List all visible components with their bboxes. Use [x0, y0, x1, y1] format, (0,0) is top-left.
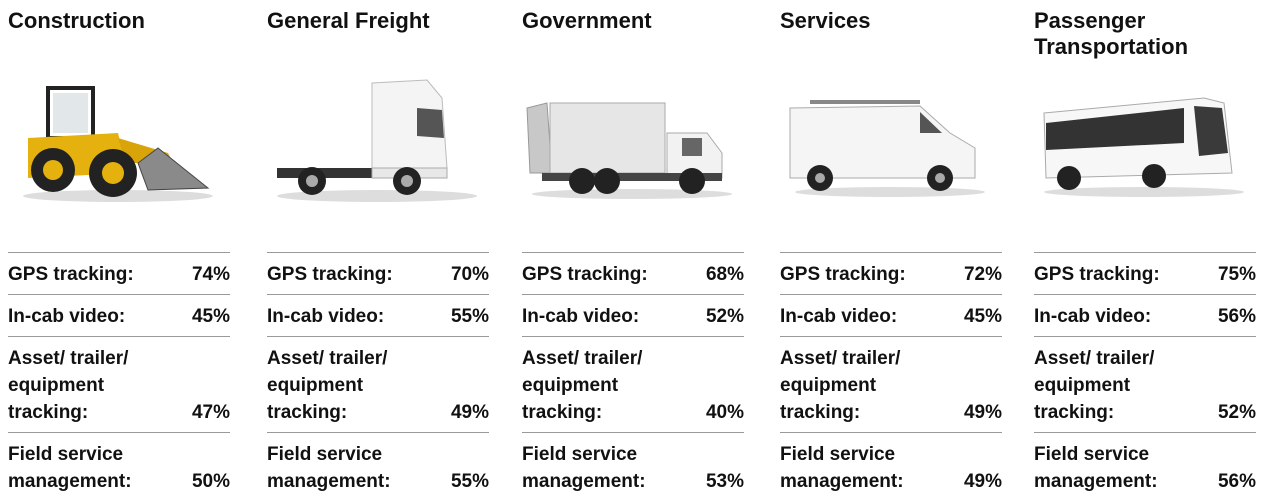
- stat-value: 50%: [192, 468, 230, 495]
- stat-value: 40%: [706, 399, 744, 426]
- stat-label: Field service management:: [1034, 441, 1184, 495]
- stat-row: In-cab video: 52%: [522, 295, 744, 337]
- segment-column: Services GPS tracking: 72% In-cab video: 45%…: [780, 0, 1002, 484]
- stat-row: Field service management: 55%: [267, 433, 489, 501]
- stat-row: Asset/ trailer/ equipment tracking: 49%: [780, 337, 1002, 433]
- stat-label: Asset/ trailer/ equipment tracking:: [780, 345, 930, 426]
- stat-row: In-cab video: 56%: [1034, 295, 1256, 337]
- stat-value: 47%: [192, 399, 230, 426]
- stats-list: GPS tracking: 70% In-cab video: 55% Asset/ t…: [267, 252, 489, 501]
- stat-value: 70%: [451, 261, 489, 288]
- stat-label: In-cab video:: [267, 303, 417, 330]
- stat-row: Field service management: 50%: [8, 433, 230, 501]
- stat-label: In-cab video:: [780, 303, 930, 330]
- stat-value: 49%: [451, 399, 489, 426]
- segment-title: Passenger Transportation: [1034, 8, 1256, 60]
- stat-row: Asset/ trailer/ equipment tracking: 52%: [1034, 337, 1256, 433]
- segment-column: Passenger Transportation GPS tracking: 75%…: [1034, 0, 1256, 484]
- stat-label: Field service management:: [780, 441, 930, 495]
- stat-value: 72%: [964, 261, 1002, 288]
- stat-label: GPS tracking:: [8, 261, 158, 288]
- stat-value: 74%: [192, 261, 230, 288]
- stat-label: GPS tracking:: [1034, 261, 1184, 288]
- stat-row: GPS tracking: 70%: [267, 253, 489, 295]
- stats-list: GPS tracking: 72% In-cab video: 45% Asset/ t…: [780, 252, 1002, 501]
- stat-row: Field service management: 49%: [780, 433, 1002, 501]
- segment-column: General Freight GPS tracking: 70% In-cab vi…: [267, 0, 489, 484]
- stat-label: GPS tracking:: [522, 261, 672, 288]
- stat-label: GPS tracking:: [267, 261, 417, 288]
- stat-value: 49%: [964, 399, 1002, 426]
- stat-value: 45%: [192, 303, 230, 330]
- stat-row: In-cab video: 55%: [267, 295, 489, 337]
- stat-row: GPS tracking: 75%: [1034, 253, 1256, 295]
- stat-value: 55%: [451, 468, 489, 495]
- stat-value: 68%: [706, 261, 744, 288]
- stat-label: Asset/ trailer/ equipment tracking:: [267, 345, 417, 426]
- stat-value: 75%: [1218, 261, 1256, 288]
- stat-row: Field service management: 53%: [522, 433, 744, 501]
- segment-column: Government GPS tracking: 68% In-cab video: 5…: [522, 0, 744, 484]
- segment-title: Construction: [8, 8, 230, 34]
- segment-title: Services: [780, 8, 1002, 34]
- stat-value: 49%: [964, 468, 1002, 495]
- stat-label: Asset/ trailer/ equipment tracking:: [522, 345, 672, 426]
- stat-label: In-cab video:: [1034, 303, 1184, 330]
- stat-value: 52%: [1218, 399, 1256, 426]
- stat-label: In-cab video:: [8, 303, 158, 330]
- stat-row: GPS tracking: 74%: [8, 253, 230, 295]
- stat-label: Field service management:: [522, 441, 672, 495]
- stat-label: Asset/ trailer/ equipment tracking:: [8, 345, 158, 426]
- stat-row: Asset/ trailer/ equipment tracking: 40%: [522, 337, 744, 433]
- stats-list: GPS tracking: 74% In-cab video: 45% Asset/ t…: [8, 252, 230, 501]
- stat-value: 53%: [706, 468, 744, 495]
- stat-value: 55%: [451, 303, 489, 330]
- stat-row: Asset/ trailer/ equipment tracking: 47%: [8, 337, 230, 433]
- stats-list: GPS tracking: 75% In-cab video: 56% Asset/ t…: [1034, 252, 1256, 501]
- stat-label: Asset/ trailer/ equipment tracking:: [1034, 345, 1184, 426]
- stat-row: Asset/ trailer/ equipment tracking: 49%: [267, 337, 489, 433]
- stat-row: In-cab video: 45%: [780, 295, 1002, 337]
- stat-label: Field service management:: [8, 441, 158, 495]
- page: {"columns": [ {"title": "Construction", …: [0, 0, 1263, 484]
- stat-label: In-cab video:: [522, 303, 672, 330]
- stat-label: Field service management:: [267, 441, 417, 495]
- segment-column: Construction GPS tracking: 74% In-cab video…: [8, 0, 230, 484]
- stat-value: 45%: [964, 303, 1002, 330]
- stat-row: In-cab video: 45%: [8, 295, 230, 337]
- segment-title: Government: [522, 8, 744, 34]
- stat-label: GPS tracking:: [780, 261, 930, 288]
- stats-list: GPS tracking: 68% In-cab video: 52% Asset/ t…: [522, 252, 744, 501]
- stat-row: GPS tracking: 68%: [522, 253, 744, 295]
- stat-value: 56%: [1218, 303, 1256, 330]
- stat-value: 56%: [1218, 468, 1256, 495]
- stat-row: Field service management: 56%: [1034, 433, 1256, 501]
- segment-title: General Freight: [267, 8, 489, 34]
- stat-value: 52%: [706, 303, 744, 330]
- stat-row: GPS tracking: 72%: [780, 253, 1002, 295]
